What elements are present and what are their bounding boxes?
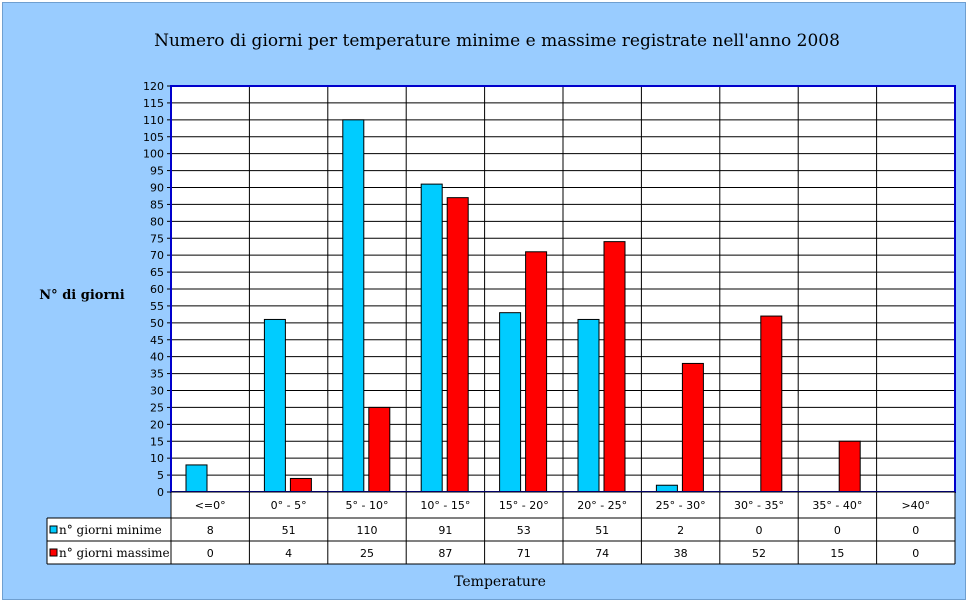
data-label: 2 <box>677 524 684 537</box>
y-tick-label: 0 <box>157 486 164 499</box>
y-tick-label: 85 <box>150 198 164 211</box>
y-tick-label: 50 <box>150 317 164 330</box>
legend-swatch <box>49 548 58 557</box>
y-tick-label: 100 <box>143 148 164 161</box>
data-label: 91 <box>438 524 452 537</box>
y-tick-label: 5 <box>157 469 164 482</box>
bar-min <box>342 119 365 493</box>
bar-max <box>289 477 312 493</box>
bar-min <box>655 484 678 493</box>
y-tick-label: 110 <box>143 114 164 127</box>
x-tick-label: 35° - 40° <box>812 499 862 512</box>
data-label: 0 <box>912 524 919 537</box>
data-label: 51 <box>282 524 296 537</box>
bar-max <box>838 440 861 493</box>
y-tick-label: 60 <box>150 283 164 296</box>
y-tick-label: 10 <box>150 452 164 465</box>
data-label: 53 <box>517 524 531 537</box>
y-tick-label: 80 <box>150 215 164 228</box>
y-tick-label: 65 <box>150 266 164 279</box>
x-tick-label: 20° - 25° <box>577 499 627 512</box>
chart-title: Numero di giorni per temperature minime … <box>154 31 840 51</box>
legend-label: n° giorni minime <box>59 523 162 537</box>
y-axis-label: N° di giorni <box>39 288 124 303</box>
y-tick-label: 45 <box>150 334 164 347</box>
y-tick-label: 115 <box>143 97 164 110</box>
plot-area: 0 5 10 15 20 25 30 35 40 45 50 55 60 65 70 75 80 85 90 95 10… <box>143 80 956 499</box>
y-tick-label: 40 <box>150 351 164 364</box>
x-tick-label: 25° - 30° <box>656 499 706 512</box>
data-label: 74 <box>595 547 609 560</box>
y-tick-label: 55 <box>150 300 164 313</box>
x-tick-label: 0° - 5° <box>271 499 307 512</box>
data-label: 38 <box>674 547 688 560</box>
legend-swatch <box>49 525 58 534</box>
bar-max <box>368 406 391 493</box>
bar-min <box>499 312 522 493</box>
bar-max <box>760 315 783 493</box>
data-label: 0 <box>756 524 763 537</box>
y-tick-label: 90 <box>150 182 164 195</box>
x-tick-label: 10° - 15° <box>420 499 470 512</box>
y-tick-label: 30 <box>150 385 164 398</box>
data-table: <=0° 0° - 5° 5° - 10° 10° - 15° 15° - 20° 20°… <box>46 491 956 565</box>
bar-max <box>525 251 548 493</box>
x-tick-label: <=0° <box>195 499 226 512</box>
data-label: 71 <box>517 547 531 560</box>
bar-max <box>603 241 626 493</box>
data-label: 52 <box>752 547 766 560</box>
data-label: 0 <box>207 547 214 560</box>
y-tick-label: 35 <box>150 368 164 381</box>
data-label: 25 <box>360 547 374 560</box>
y-tick-label: 15 <box>150 435 164 448</box>
data-label: 4 <box>285 547 292 560</box>
bar-max <box>446 197 469 493</box>
bar-min <box>577 318 600 493</box>
data-label: 51 <box>595 524 609 537</box>
x-axis-label: Temperature <box>454 574 546 590</box>
data-label: 0 <box>834 524 841 537</box>
data-label: 110 <box>357 524 378 537</box>
x-tick-label: 30° - 35° <box>734 499 784 512</box>
y-tick-label: 75 <box>150 232 164 245</box>
bar-min <box>420 183 443 493</box>
x-tick-label: 15° - 20° <box>499 499 549 512</box>
bar-min <box>185 464 208 493</box>
y-tick-label: 25 <box>150 401 164 414</box>
y-tick-label: 20 <box>150 418 164 431</box>
data-label: 8 <box>207 524 214 537</box>
y-tick-label: 95 <box>150 165 164 178</box>
y-tick-label: 120 <box>143 80 164 93</box>
data-label: 87 <box>438 547 452 560</box>
legend-label: n° giorni massime <box>59 546 170 560</box>
data-label: 15 <box>830 547 844 560</box>
y-tick-label: 105 <box>143 131 164 144</box>
y-tick-label: 70 <box>150 249 164 262</box>
x-tick-label: >40° <box>901 499 930 512</box>
bar-max <box>681 362 704 493</box>
x-tick-label: 5° - 10° <box>346 499 389 512</box>
bar-min <box>263 318 286 493</box>
data-label: 0 <box>912 547 919 560</box>
